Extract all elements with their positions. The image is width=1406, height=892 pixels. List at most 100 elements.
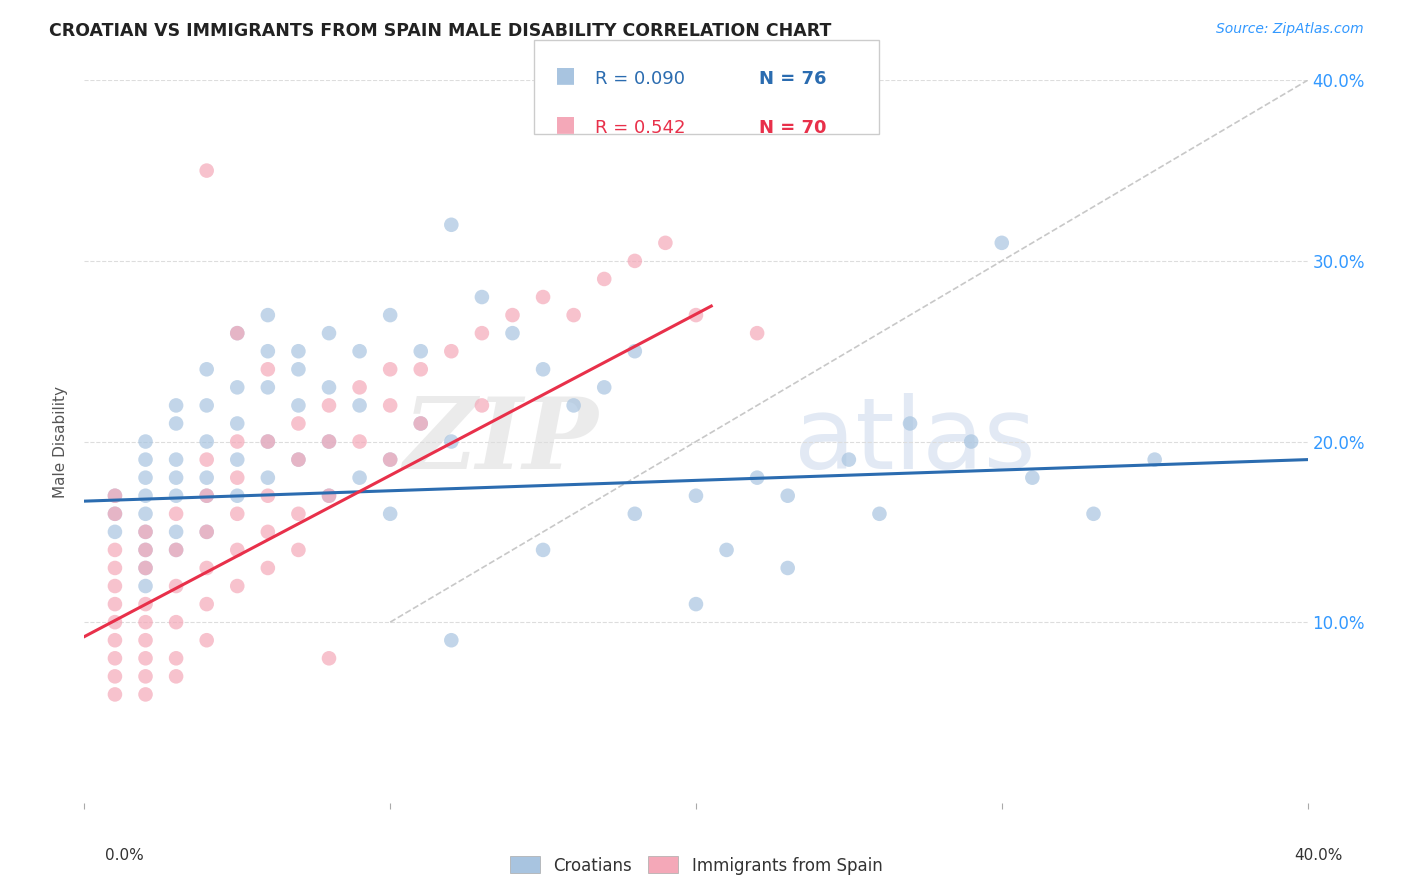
Croatians [135,452,157,467]
Croatians [226,380,249,394]
Croatians [747,471,769,485]
Immigrants from Spain [195,633,218,648]
Croatians [409,344,432,359]
Text: ■: ■ [555,114,576,134]
Croatians [135,489,157,503]
Immigrants from Spain [531,290,554,304]
Croatians [349,398,371,412]
Immigrants from Spain [257,362,280,376]
Text: N = 76: N = 76 [759,70,827,87]
Immigrants from Spain [257,524,280,539]
Immigrants from Spain [104,633,127,648]
Croatians [165,542,187,557]
Croatians [195,524,218,539]
Croatians [195,362,218,376]
Text: ■: ■ [555,65,576,85]
Croatians [624,507,647,521]
Croatians [776,561,799,575]
Croatians [257,308,280,322]
Croatians [380,452,402,467]
Immigrants from Spain [593,272,616,286]
Croatians [165,398,187,412]
Croatians [349,344,371,359]
Text: 40.0%: 40.0% [1295,848,1343,863]
Immigrants from Spain [318,434,340,449]
Croatians [838,452,860,467]
Immigrants from Spain [104,687,127,701]
Immigrants from Spain [195,524,218,539]
Text: R = 0.542: R = 0.542 [595,119,685,136]
Croatians [257,434,280,449]
Croatians [135,471,157,485]
Croatians [287,362,309,376]
Immigrants from Spain [195,489,218,503]
Croatians [318,489,340,503]
Immigrants from Spain [747,326,769,340]
Croatians [165,471,187,485]
Croatians [287,452,309,467]
Croatians [440,434,463,449]
Croatians [531,362,554,376]
Immigrants from Spain [226,434,249,449]
Text: atlas: atlas [794,393,1035,490]
Croatians [104,524,127,539]
Croatians [471,290,494,304]
Immigrants from Spain [380,362,402,376]
Immigrants from Spain [226,507,249,521]
Immigrants from Spain [165,615,187,630]
Croatians [135,434,157,449]
Immigrants from Spain [318,398,340,412]
Croatians [409,417,432,431]
Immigrants from Spain [318,651,340,665]
Croatians [195,471,218,485]
Text: Source: ZipAtlas.com: Source: ZipAtlas.com [1216,22,1364,37]
Croatians [257,344,280,359]
Immigrants from Spain [104,669,127,683]
Croatians [226,417,249,431]
Text: R = 0.090: R = 0.090 [595,70,685,87]
Immigrants from Spain [195,597,218,611]
Immigrants from Spain [257,489,280,503]
Croatians [287,344,309,359]
Immigrants from Spain [165,507,187,521]
Immigrants from Spain [502,308,524,322]
Croatians [226,452,249,467]
Croatians [195,398,218,412]
Immigrants from Spain [471,326,494,340]
Croatians [135,579,157,593]
Croatians [135,524,157,539]
Text: ZIP: ZIP [404,393,598,490]
Immigrants from Spain [135,615,157,630]
Immigrants from Spain [287,417,309,431]
Immigrants from Spain [380,452,402,467]
Immigrants from Spain [104,561,127,575]
Immigrants from Spain [135,561,157,575]
Immigrants from Spain [165,669,187,683]
Immigrants from Spain [135,687,157,701]
Text: CROATIAN VS IMMIGRANTS FROM SPAIN MALE DISABILITY CORRELATION CHART: CROATIAN VS IMMIGRANTS FROM SPAIN MALE D… [49,22,831,40]
Immigrants from Spain [104,507,127,521]
Immigrants from Spain [195,452,218,467]
Immigrants from Spain [104,579,127,593]
Immigrants from Spain [135,651,157,665]
Croatians [226,489,249,503]
Immigrants from Spain [104,597,127,611]
Immigrants from Spain [135,542,157,557]
Croatians [135,507,157,521]
Immigrants from Spain [409,362,432,376]
Croatians [349,471,371,485]
Croatians [104,507,127,521]
Croatians [318,326,340,340]
Croatians [869,507,891,521]
Croatians [257,380,280,394]
Croatians [226,326,249,340]
Croatians [257,471,280,485]
Immigrants from Spain [380,398,402,412]
Immigrants from Spain [135,633,157,648]
Immigrants from Spain [440,344,463,359]
Croatians [440,218,463,232]
Immigrants from Spain [624,254,647,268]
Immigrants from Spain [226,471,249,485]
Immigrants from Spain [287,542,309,557]
Croatians [562,398,585,412]
